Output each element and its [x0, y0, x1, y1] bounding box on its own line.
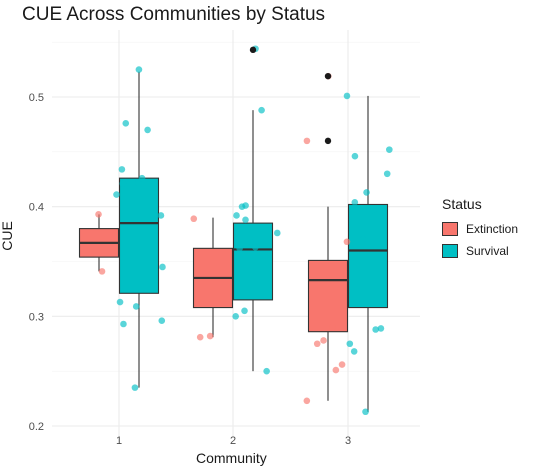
data-point-survival [157, 212, 165, 219]
data-point-survival [351, 198, 359, 206]
data-point-survival [232, 313, 239, 320]
data-point-survival [132, 303, 140, 310]
x-axis-label: Community [196, 450, 267, 466]
legend-key-extinction [442, 222, 458, 236]
data-point-survival [383, 170, 391, 178]
data-point-extinction [95, 211, 102, 218]
legend: Status Extinction Survival [442, 196, 518, 262]
x-tick-label: 2 [230, 435, 236, 447]
legend-key-survival [442, 244, 458, 258]
data-point-survival [386, 146, 393, 153]
data-point-survival [233, 212, 240, 219]
data-point-survival [372, 326, 379, 333]
data-point-extinction [303, 397, 311, 405]
data-point-survival [236, 245, 243, 252]
data-point-extinction [332, 366, 340, 374]
box-survival [118, 177, 160, 294]
legend-label-extinction: Extinction [466, 222, 519, 236]
data-point-survival [242, 216, 249, 224]
data-point-survival [138, 174, 146, 182]
legend-label-survival: Survival [466, 244, 509, 258]
data-point-extinction [329, 324, 336, 331]
data-point-survival [346, 340, 354, 348]
data-point-survival [118, 166, 126, 173]
data-point-survival [377, 325, 385, 332]
data-point-survival [135, 66, 143, 73]
x-tick-label: 3 [345, 435, 351, 447]
data-point-survival [135, 179, 142, 186]
data-point-survival [258, 106, 265, 114]
chart-title: CUE Across Communities by Status [22, 4, 326, 25]
data-point-survival [116, 298, 124, 306]
data-point-survival [158, 317, 166, 325]
data-point-survival [241, 307, 248, 315]
data-point-survival [159, 263, 166, 271]
x-tick-label: 1 [116, 435, 122, 447]
data-point-survival [363, 189, 370, 196]
data-point-survival [350, 348, 358, 355]
data-point-survival [362, 408, 369, 416]
data-point-extinction [206, 332, 214, 340]
data-point-survival [144, 126, 151, 134]
data-point-survival [369, 206, 377, 214]
data-point-survival [120, 320, 127, 328]
data-point-survival [246, 238, 254, 246]
data-point-survival [119, 180, 127, 187]
data-point-survival [242, 202, 249, 209]
box-survival [232, 222, 274, 301]
data-point-extinction [343, 238, 351, 246]
data-point-survival [273, 229, 281, 237]
data-point-extinction [196, 333, 204, 341]
data-point-survival [252, 243, 259, 251]
y-tick-label: 0.2 [29, 421, 44, 433]
data-point-extinction [320, 337, 327, 344]
outlier-point [249, 46, 257, 54]
data-point-survival [359, 236, 367, 243]
legend-item-extinction: Extinction [442, 218, 518, 240]
outlier-point [324, 72, 332, 80]
data-point-survival [263, 367, 270, 375]
data-point-survival [122, 120, 130, 127]
y-tick-label: 0.5 [29, 92, 44, 104]
data-point-extinction [98, 268, 106, 275]
data-point-extinction [303, 137, 311, 145]
data-point-survival [131, 384, 139, 391]
y-tick-label: 0.4 [29, 202, 44, 214]
data-point-extinction [190, 215, 198, 223]
data-point-extinction [313, 340, 321, 348]
box-extinction [307, 259, 349, 333]
data-point-survival [351, 152, 359, 160]
outlier-point [324, 137, 332, 145]
box-survival [347, 203, 389, 309]
legend-item-survival: Survival [442, 240, 518, 262]
data-point-extinction [338, 361, 346, 368]
legend-title: Status [442, 196, 482, 212]
data-point-survival [113, 191, 120, 198]
y-tick-label: 0.3 [29, 311, 44, 323]
data-point-survival [343, 92, 351, 100]
